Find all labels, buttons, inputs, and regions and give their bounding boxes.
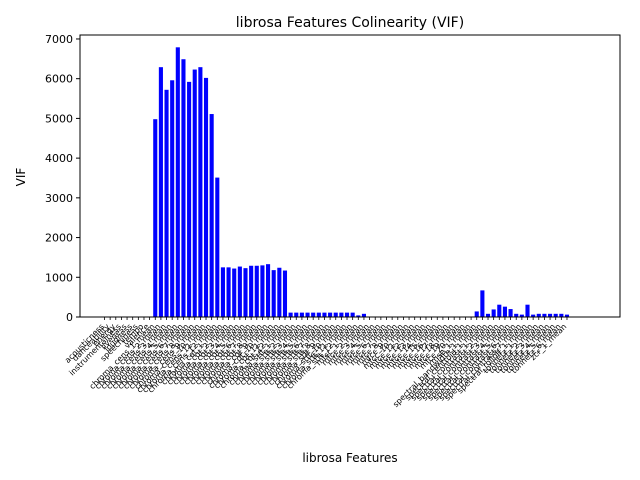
bar-29 (260, 265, 265, 317)
bar-17 (192, 69, 197, 317)
bar-24 (232, 268, 237, 317)
x-ticks-group: acousticnessdanceabilityenergyinstrument… (63, 317, 568, 409)
bar-39 (316, 312, 321, 317)
bar-10 (153, 119, 158, 317)
y-tick-label-6: 6000 (45, 73, 73, 86)
bar-36 (299, 312, 304, 317)
bar-14 (175, 47, 180, 318)
bar-47 (361, 313, 366, 317)
bar-75 (519, 314, 524, 317)
bar-23 (226, 267, 231, 317)
plot-frame (79, 34, 621, 318)
bar-22 (220, 267, 225, 317)
bar-12 (164, 89, 169, 317)
bar-18 (198, 67, 203, 317)
bar-27 (249, 265, 254, 317)
bar-31 (271, 270, 276, 317)
bar-43 (339, 312, 344, 317)
bar-71 (497, 304, 502, 317)
y-tick-label-0: 0 (66, 311, 73, 324)
y-tick-label-2: 2000 (45, 232, 73, 245)
bar-21 (215, 177, 220, 317)
bar-73 (508, 309, 513, 317)
x-axis-label: librosa Features (302, 451, 397, 465)
bar-30 (266, 264, 271, 317)
bar-76 (525, 304, 530, 317)
bar-70 (491, 309, 496, 317)
bar-34 (288, 312, 293, 317)
bar-46 (356, 315, 361, 317)
bar-11 (158, 67, 163, 317)
bar-74 (514, 313, 519, 317)
y-tick-label-4: 4000 (45, 152, 73, 165)
bar-72 (502, 306, 507, 317)
y-axis-label: VIF (14, 168, 28, 187)
bar-41 (328, 312, 333, 317)
bar-19 (203, 77, 209, 318)
bar-38 (311, 312, 316, 317)
bar-68 (480, 290, 485, 317)
bar-37 (305, 312, 310, 317)
bar-79 (542, 313, 547, 317)
y-tick-label-5: 5000 (45, 112, 73, 125)
bar-77 (531, 314, 536, 317)
bar-28 (254, 265, 259, 317)
y-tick-label-7: 7000 (45, 33, 73, 46)
bar-42 (333, 312, 338, 317)
bar-83 (564, 314, 570, 317)
bar-13 (170, 80, 175, 317)
bars-group (153, 47, 570, 318)
bar-15 (181, 59, 186, 317)
bar-25 (237, 266, 242, 317)
bar-80 (548, 313, 553, 317)
bar-67 (474, 311, 479, 317)
bar-81 (553, 313, 558, 317)
bar-44 (344, 312, 350, 317)
bar-26 (243, 268, 248, 317)
bar-78 (536, 313, 541, 317)
bar-16 (187, 81, 192, 318)
bar-20 (209, 114, 214, 317)
bar-82 (559, 313, 564, 317)
bar-69 (485, 313, 491, 317)
bar-32 (277, 267, 282, 317)
bar-35 (294, 312, 299, 317)
y-tick-label-3: 3000 (45, 192, 73, 205)
bar-33 (282, 270, 288, 317)
chart-title: librosa Features Colinearity (VIF) (236, 15, 464, 31)
y-tick-label-1: 1000 (45, 271, 73, 284)
bar-45 (350, 312, 355, 317)
y-ticks-group: 0 1000 2000 3000 4000 5000 6000 7000 (45, 33, 80, 324)
bar-40 (322, 312, 327, 317)
